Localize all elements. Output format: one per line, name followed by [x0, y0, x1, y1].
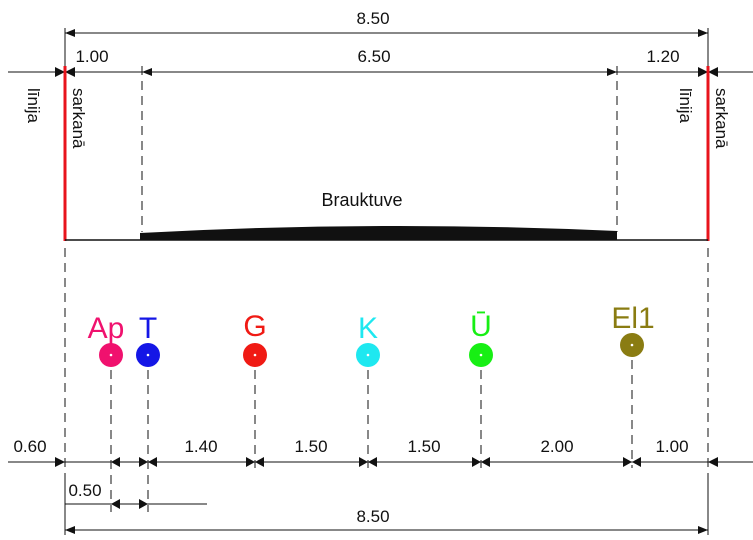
utility-u-label: Ū [470, 310, 492, 343]
dim-ap-to-t: 0.50 [68, 481, 101, 500]
utility-g-label: G [243, 310, 266, 343]
utility-t-center [146, 353, 150, 357]
carriageway-label: Brauktuve [321, 190, 402, 210]
utility-g-center [253, 353, 257, 357]
utility-el-center [630, 343, 634, 347]
red-line-right-label-2: sarkanā [712, 88, 731, 149]
dim-k-to-u: 1.50 [407, 437, 440, 456]
utility-k-label: K [358, 312, 378, 345]
left-offset-label: 1.00 [75, 47, 108, 66]
carriageway-width-label: 6.50 [357, 47, 390, 66]
dim-u-to-el: 2.00 [540, 437, 573, 456]
utility-el: El1 [611, 302, 655, 468]
utility-g: G [243, 310, 267, 468]
utility-k-center [366, 353, 370, 357]
red-line-left-label-2: sarkanā [69, 88, 88, 149]
top-total-dimension-label: 8.50 [356, 9, 389, 28]
bottom-total-dimension-label: 8.50 [356, 507, 389, 526]
carriageway-surface [140, 225, 617, 240]
red-line-right-label-1: līnija [676, 88, 695, 124]
utility-u-center [479, 353, 483, 357]
right-offset-label: 1.20 [646, 47, 679, 66]
dim-outer-left: 0.60 [13, 437, 46, 456]
utility-t: T [136, 312, 160, 512]
utility-t-label: T [139, 312, 157, 345]
utility-ap: Ap [88, 312, 125, 512]
red-line-left-label-1: līnija [24, 88, 43, 124]
utility-ap-label: Ap [88, 312, 125, 345]
dim-t-to-g: 1.40 [184, 437, 217, 456]
utility-el-label: El1 [611, 302, 654, 335]
utility-ap-center [109, 353, 113, 357]
dim-el-to-edge: 1.00 [655, 437, 688, 456]
ap-to-t-arrows [111, 499, 148, 509]
utility-u: Ū [469, 310, 493, 468]
utility-k: K [356, 312, 380, 468]
dim-g-to-k: 1.50 [294, 437, 327, 456]
